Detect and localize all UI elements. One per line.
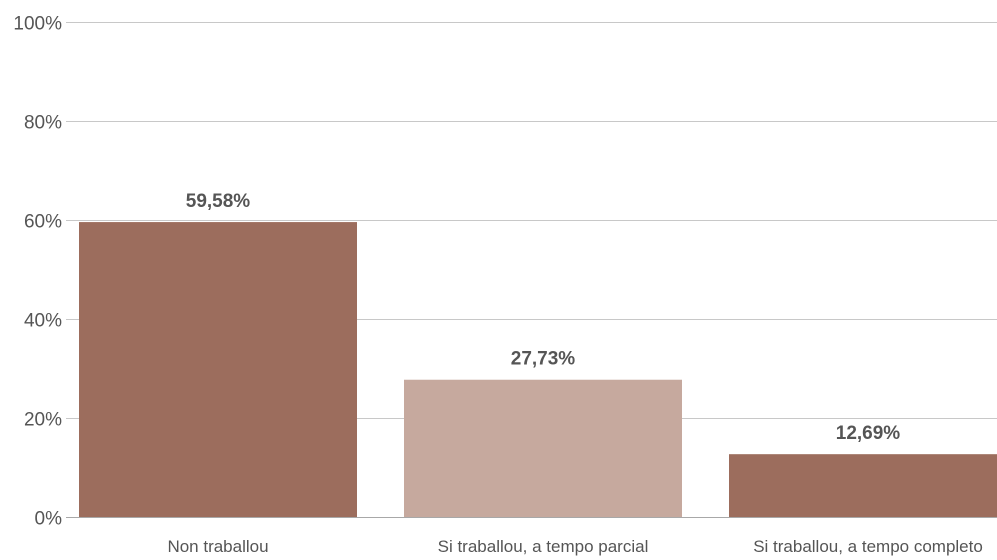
data-label-2: 27,73% (511, 349, 576, 370)
bar-3 (729, 454, 997, 517)
y-tick-label-0: 0% (35, 509, 63, 530)
bar-1 (79, 222, 357, 518)
y-tick-label-20: 20% (24, 410, 62, 431)
category-label-3: Si traballou, a tempo completo (753, 537, 983, 556)
y-tick-label-80: 80% (24, 113, 62, 134)
category-label-2: Si traballou, a tempo parcial (438, 537, 649, 556)
data-labels: 59,58% 27,73% 12,69% (186, 191, 901, 444)
y-tick-label-40: 40% (24, 311, 62, 332)
data-label-1: 59,58% (186, 191, 251, 212)
bar-2 (404, 379, 682, 517)
x-axis-category-labels: Non traballou Si traballou, a tempo parci… (167, 537, 982, 556)
bars (79, 222, 997, 518)
y-axis-tick-labels: 0% 20% 40% 60% 80% 100% (13, 14, 62, 530)
y-tick-label-60: 60% (24, 212, 62, 233)
category-label-1: Non traballou (167, 537, 268, 556)
data-label-3: 12,69% (836, 423, 901, 444)
y-tick-label-100: 100% (13, 14, 62, 35)
